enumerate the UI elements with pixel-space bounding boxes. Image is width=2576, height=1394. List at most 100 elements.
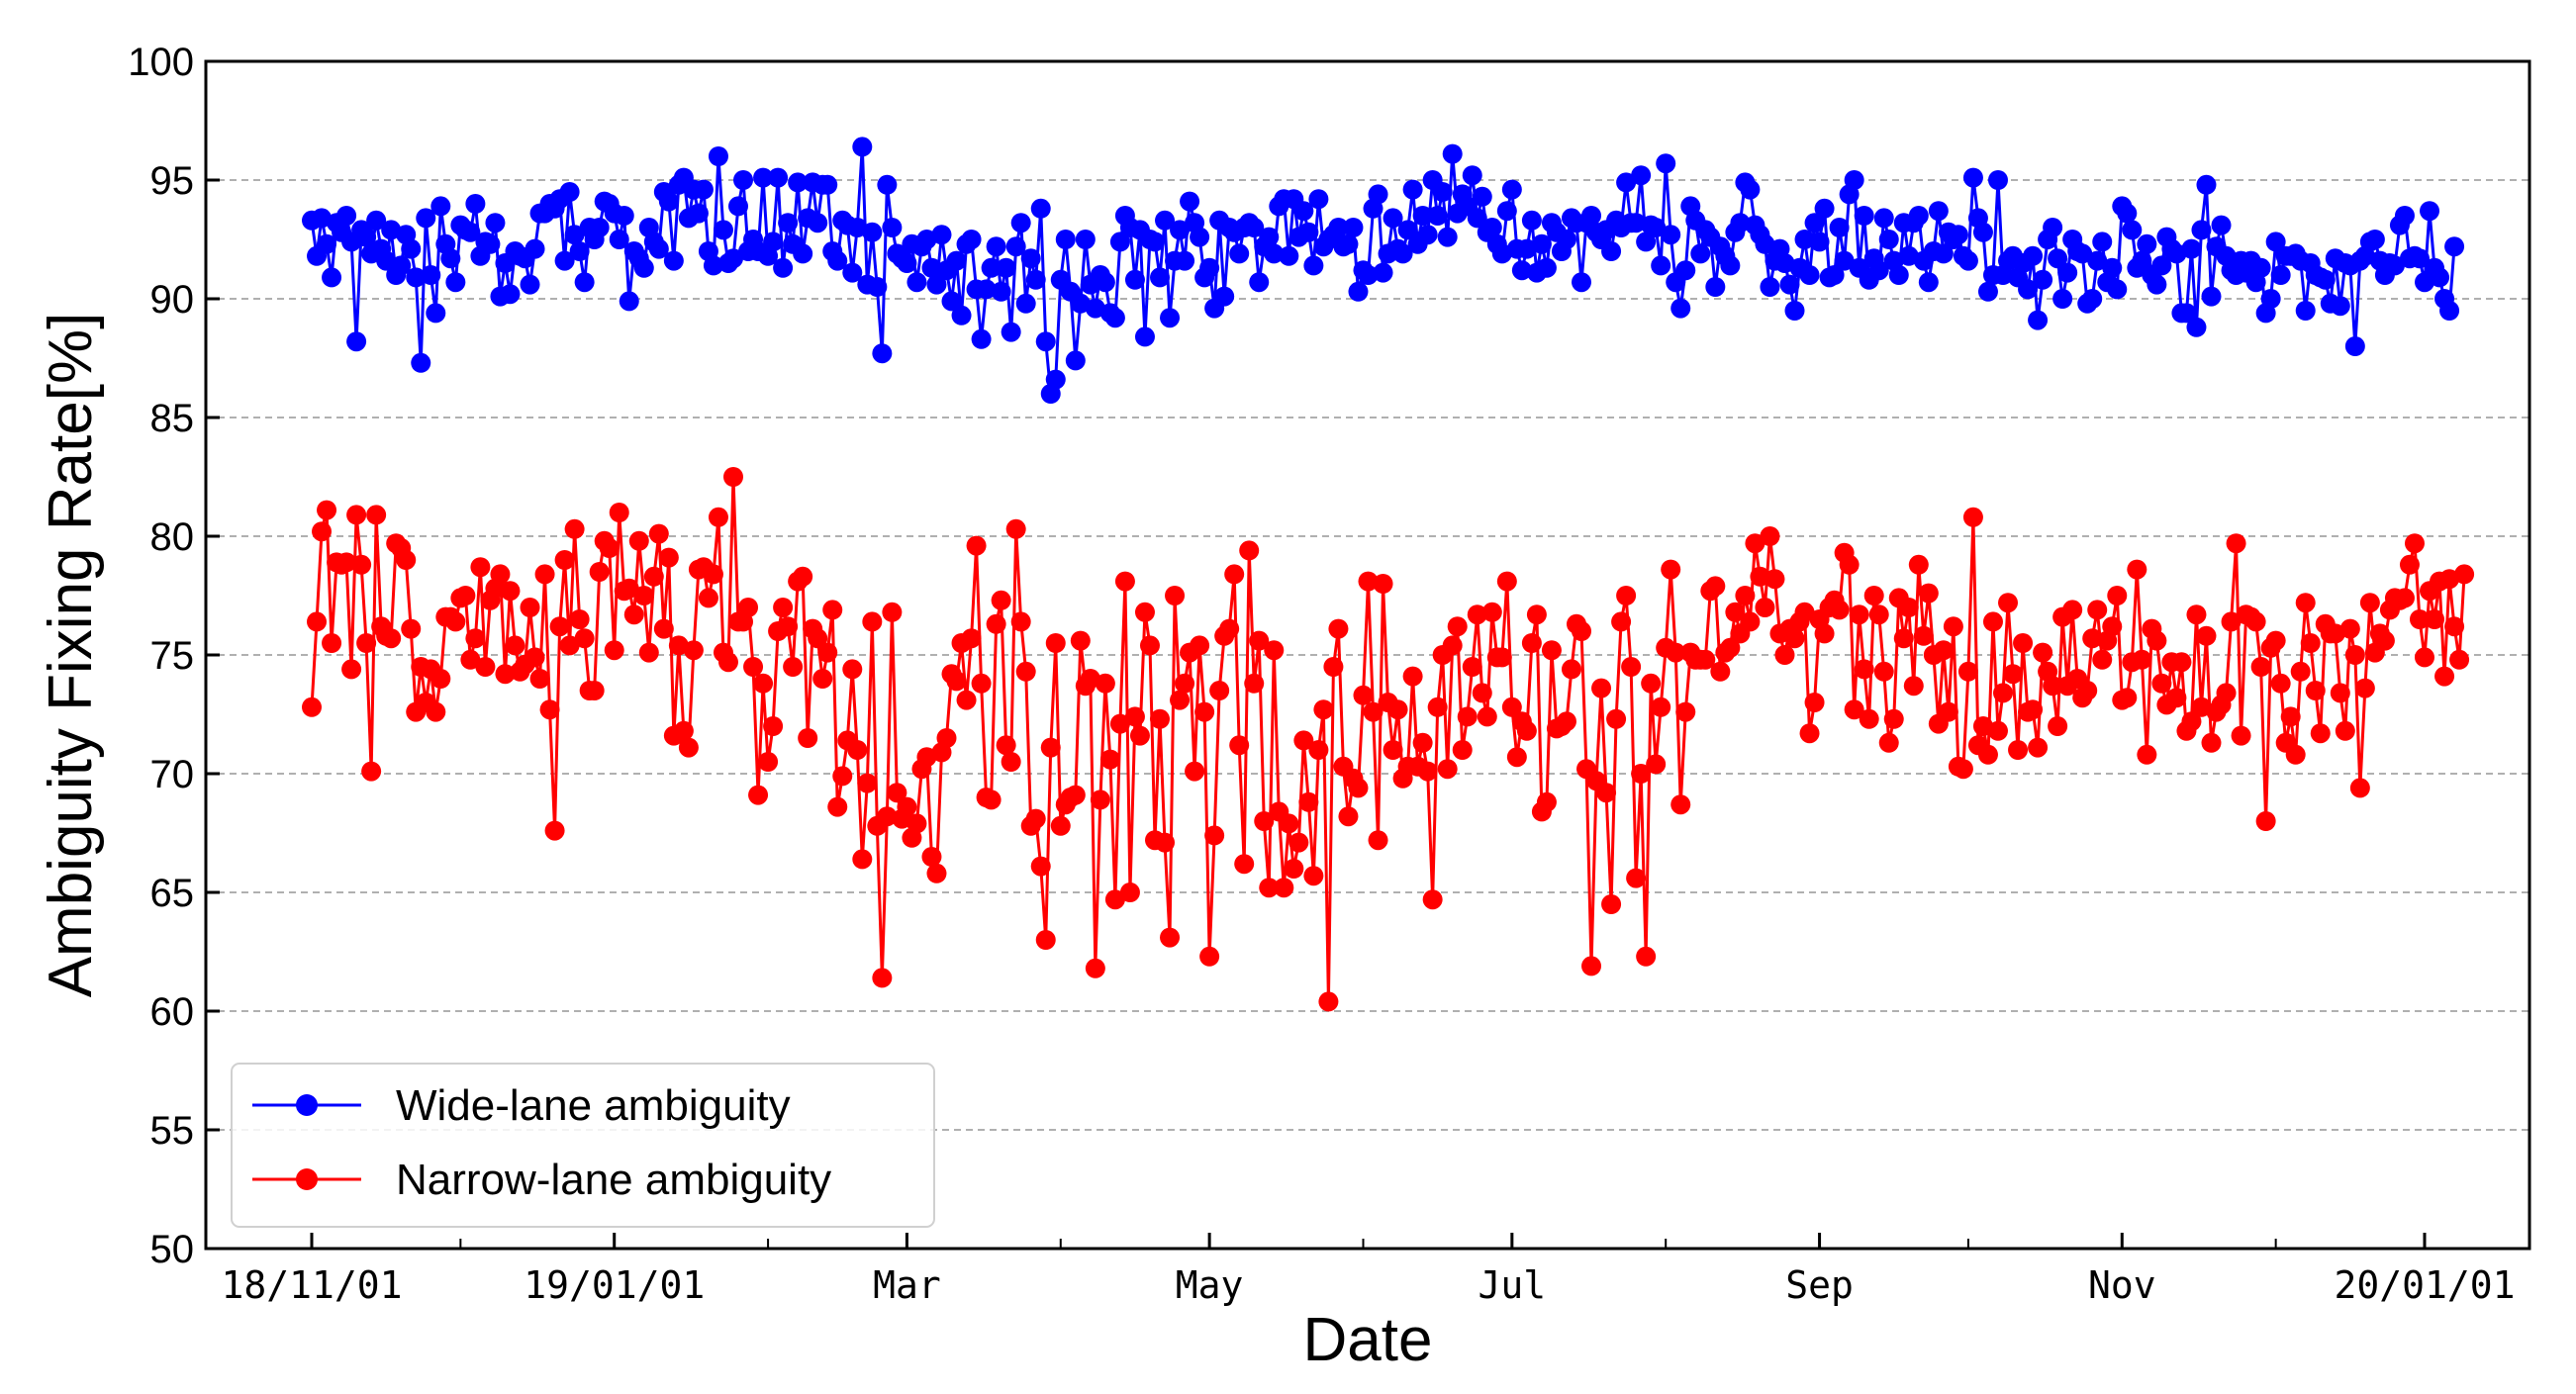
data-point — [2196, 174, 2217, 195]
data-point — [1095, 272, 1115, 293]
data-point — [312, 208, 333, 229]
data-point — [643, 566, 664, 587]
data-point — [926, 863, 947, 883]
data-point — [1234, 854, 1255, 875]
data-point — [465, 194, 486, 214]
data-point — [1521, 633, 1542, 653]
data-point — [2201, 732, 2222, 753]
data-point — [1353, 685, 1374, 705]
data-point — [2023, 245, 2044, 266]
data-point — [2132, 649, 2152, 670]
data-point — [2221, 611, 2242, 632]
data-point — [1427, 697, 1448, 717]
data-point — [1442, 635, 1463, 656]
data-point — [663, 250, 684, 271]
data-point — [1150, 267, 1171, 288]
data-point — [1259, 227, 1280, 247]
data-point — [1849, 604, 1869, 625]
data-point — [966, 535, 987, 556]
data-point — [1591, 678, 1612, 698]
data-point — [366, 505, 387, 525]
data-point — [445, 272, 466, 293]
data-point — [1338, 806, 1359, 827]
data-point — [926, 274, 947, 295]
data-point — [569, 241, 590, 261]
data-point — [1397, 220, 1418, 240]
data-point — [1646, 218, 1667, 237]
data-point — [1908, 554, 1929, 575]
data-point — [753, 167, 774, 188]
data-point — [1323, 657, 1344, 677]
data-point — [2231, 725, 2251, 746]
data-point — [2151, 255, 2172, 276]
data-point — [1774, 645, 1795, 665]
data-point — [1938, 701, 1958, 722]
data-point — [728, 196, 749, 217]
data-point — [1005, 518, 1026, 539]
data-point — [549, 616, 570, 637]
data-point — [470, 557, 491, 578]
data-point — [495, 664, 516, 685]
data-point — [1085, 298, 1105, 319]
data-point — [1368, 184, 1388, 205]
data-point — [2300, 633, 2321, 653]
data-point — [1279, 245, 1299, 266]
data-point — [2415, 647, 2434, 668]
data-point — [559, 635, 580, 656]
data-point — [1303, 255, 1324, 276]
data-point — [1666, 642, 1686, 663]
data-point — [1274, 878, 1294, 898]
data-point — [2048, 248, 2068, 269]
data-point — [500, 581, 521, 602]
data-point — [2092, 232, 2113, 252]
data-point — [1918, 272, 1939, 293]
data-point — [1987, 170, 2008, 190]
data-point — [1556, 711, 1576, 732]
data-point — [525, 238, 545, 259]
data-point — [703, 564, 723, 585]
data-point — [2008, 740, 2029, 760]
data-point — [1641, 673, 1662, 694]
data-point — [1794, 602, 1815, 622]
data-point — [574, 628, 595, 649]
x-tick-label: Mar — [873, 1263, 941, 1307]
data-point — [1313, 699, 1334, 720]
data-point — [2250, 257, 2271, 278]
legend-label: Narrow-lane ambiguity — [396, 1156, 831, 1204]
data-point — [1279, 813, 1299, 834]
data-point — [2072, 243, 2093, 264]
data-point — [1050, 815, 1071, 836]
data-point — [722, 467, 743, 487]
y-tick-label: 65 — [150, 872, 195, 915]
data-point — [1373, 262, 1393, 283]
data-point — [1417, 225, 1438, 245]
data-point — [1457, 706, 1478, 727]
data-point — [406, 267, 427, 288]
data-point — [793, 243, 813, 264]
data-point — [1104, 889, 1125, 910]
data-point — [346, 331, 367, 352]
data-point — [2033, 269, 2053, 290]
data-point — [1373, 574, 1393, 594]
data-point — [1646, 754, 1667, 775]
data-point — [2166, 243, 2187, 264]
data-point — [991, 590, 1011, 610]
data-point — [2137, 744, 2157, 765]
data-point — [1318, 991, 1339, 1012]
data-point — [1957, 661, 1978, 682]
data-point — [2310, 723, 2331, 744]
data-point — [1670, 298, 1691, 319]
data-point — [2330, 683, 2350, 703]
y-tick-label: 55 — [150, 1109, 195, 1153]
data-point — [1953, 759, 1973, 780]
data-point — [1933, 640, 1954, 661]
data-point — [2082, 628, 2103, 649]
data-point — [2191, 697, 2212, 717]
data-point — [743, 657, 764, 677]
data-point — [1943, 616, 1963, 637]
data-point — [1526, 604, 1547, 625]
data-point — [981, 790, 1002, 810]
data-point — [475, 657, 496, 677]
data-point — [539, 699, 560, 720]
data-point — [2354, 678, 2375, 698]
